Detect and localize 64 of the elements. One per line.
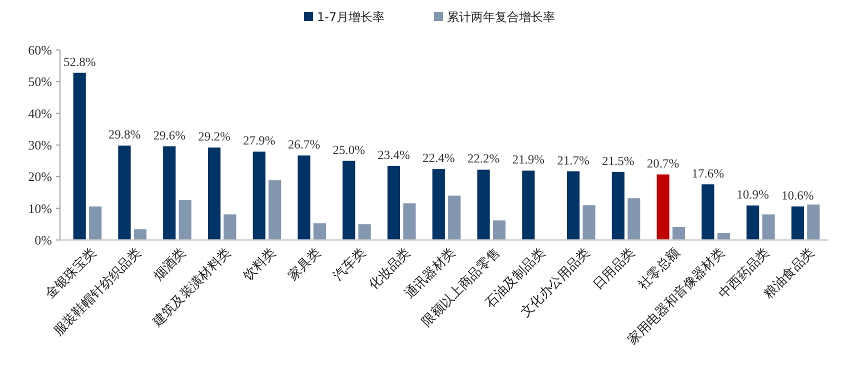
bar (612, 172, 624, 240)
data-label: 26.7% (288, 137, 320, 152)
bar (492, 220, 506, 240)
y-tick-label: 20% (28, 169, 52, 184)
data-label: 23.4% (378, 148, 410, 162)
bar (582, 205, 596, 240)
bar (313, 223, 326, 240)
bar (807, 204, 820, 240)
x-tick-label: 日用品类 (590, 245, 638, 293)
data-label: 17.6% (692, 166, 724, 180)
bar (89, 206, 102, 240)
bar (656, 174, 670, 240)
y-tick-label: 60% (28, 42, 52, 58)
data-label: 21.9% (512, 152, 545, 167)
bar (163, 146, 176, 240)
y-tick-label: 10% (28, 200, 52, 216)
bar (252, 152, 266, 240)
bar (717, 233, 730, 240)
y-tick-label: 0% (34, 232, 52, 248)
bar (118, 146, 131, 240)
data-label: 10.9% (736, 187, 769, 202)
data-label: 29.6% (153, 128, 186, 142)
bar (134, 229, 146, 240)
bar (522, 170, 535, 240)
bar (73, 72, 86, 240)
data-label: 21.7% (557, 153, 590, 168)
bar (387, 166, 400, 240)
bar (208, 148, 221, 240)
x-tick-label: 饮料类 (240, 245, 280, 284)
x-tick-label: 烟酒类 (151, 245, 190, 284)
bar (702, 184, 714, 240)
data-label: 21.5% (602, 154, 634, 168)
bar (628, 198, 640, 240)
y-tick-label: 40% (28, 106, 52, 121)
bar (791, 206, 804, 240)
y-tick-label: 30% (28, 138, 52, 153)
data-label: 22.2% (467, 152, 500, 166)
bar (224, 214, 236, 240)
bar (342, 160, 356, 240)
legend-label: 1-7月增长率 (317, 10, 385, 24)
data-label: 29.8% (108, 128, 141, 142)
bar (358, 224, 371, 240)
bar (672, 227, 686, 240)
bar (268, 180, 282, 240)
bar (178, 200, 192, 240)
bar (746, 205, 760, 240)
bar (477, 170, 490, 240)
bar (432, 169, 445, 240)
data-label: 52.8% (63, 54, 96, 69)
x-tick-label: 家具类 (285, 244, 324, 284)
data-label: 29.2% (198, 130, 230, 144)
data-label: 20.7% (646, 156, 680, 170)
bar (298, 155, 310, 240)
bar (403, 203, 416, 240)
bar (567, 171, 580, 240)
data-label: 22.4% (422, 151, 455, 166)
data-label: 10.6% (782, 188, 814, 202)
bar (448, 196, 461, 240)
data-label: 27.9% (242, 134, 276, 148)
y-tick-label: 50% (28, 74, 52, 90)
data-label: 25.0% (332, 142, 366, 157)
x-tick-label: 汽车类 (330, 245, 369, 284)
legend-label: 累计两年复合增长率 (447, 10, 555, 24)
bar (762, 214, 775, 240)
